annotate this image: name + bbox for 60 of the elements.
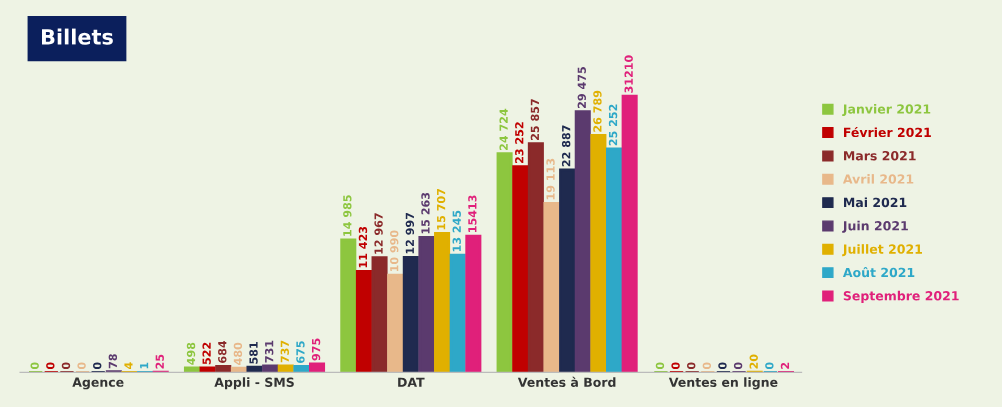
data-label: 29 475 xyxy=(577,67,586,108)
legend-label: Janvier 2021 xyxy=(842,104,931,117)
legend-label: Juin 2021 xyxy=(842,220,908,233)
data-label: 12 967 xyxy=(374,213,383,254)
data-label: 1 xyxy=(140,362,149,369)
legend-label: Mars 2021 xyxy=(844,150,916,161)
data-label: 15 707 xyxy=(436,189,446,230)
legend-label: Juillet 2021 xyxy=(842,244,923,257)
data-label: 4 xyxy=(124,362,133,370)
data-label: 24 724 xyxy=(499,108,508,150)
data-label: 25 857 xyxy=(530,99,540,140)
data-label: 0 xyxy=(655,362,665,370)
x-tick-label: DAT xyxy=(398,377,425,387)
legend-label: Février 2021 xyxy=(844,126,931,138)
data-label: 2 xyxy=(780,362,790,369)
data-label: 975 xyxy=(311,338,321,361)
legend-label: Avril 2021 xyxy=(842,174,914,184)
data-label: 11 423 xyxy=(358,226,368,268)
data-label: 0 xyxy=(687,362,696,370)
data-label: 498 xyxy=(186,342,196,365)
data-label: 480 xyxy=(233,342,243,365)
data-label: 26 789 xyxy=(593,90,602,132)
data-label: 581 xyxy=(249,342,258,364)
data-label: 25 xyxy=(155,354,164,369)
data-label: 15 263 xyxy=(421,192,430,234)
data-label: 15413 xyxy=(468,195,477,232)
legend-label: Mai 2021 xyxy=(844,197,907,208)
data-label: 684 xyxy=(218,340,227,363)
data-label: 0 xyxy=(733,362,743,370)
data-label: 0 xyxy=(61,362,71,370)
legend-label: Septembre 2021 xyxy=(843,290,959,303)
legend-label: Août 2021 xyxy=(842,266,915,278)
x-tick-label: Ventes à Bord xyxy=(517,376,616,387)
chart-title: Billets xyxy=(41,28,113,45)
data-label: 522 xyxy=(202,342,211,365)
data-label: 13 245 xyxy=(452,210,461,252)
data-label: 12 997 xyxy=(405,212,415,254)
data-label: 25 252 xyxy=(608,104,618,146)
data-label: 78 xyxy=(108,354,118,369)
data-label: 0 xyxy=(702,362,712,370)
data-label: 0 xyxy=(30,362,39,370)
data-label: 737 xyxy=(280,340,289,363)
data-label: 23 252 xyxy=(515,122,524,163)
data-label: 675 xyxy=(296,341,305,363)
data-label: 0 xyxy=(77,362,86,370)
data-label: 0 xyxy=(46,362,55,370)
data-label: 22 887 xyxy=(561,125,571,167)
data-label: 731 xyxy=(264,340,274,363)
data-label: 0 xyxy=(93,362,102,370)
data-label: 10 990 xyxy=(390,230,399,272)
data-label: 14 985 xyxy=(343,195,352,236)
data-label: 0 xyxy=(765,362,774,370)
data-label: 19 113 xyxy=(546,158,555,200)
data-label: 0 xyxy=(671,362,680,370)
data-label: 0 xyxy=(718,362,727,370)
data-label: 31210 xyxy=(624,55,633,93)
data-label: 20 xyxy=(749,354,758,369)
x-tick-label: Agence xyxy=(72,377,124,390)
x-tick-label: Appli - SMS xyxy=(214,377,294,390)
x-tick-label: Ventes en ligne xyxy=(668,377,778,390)
